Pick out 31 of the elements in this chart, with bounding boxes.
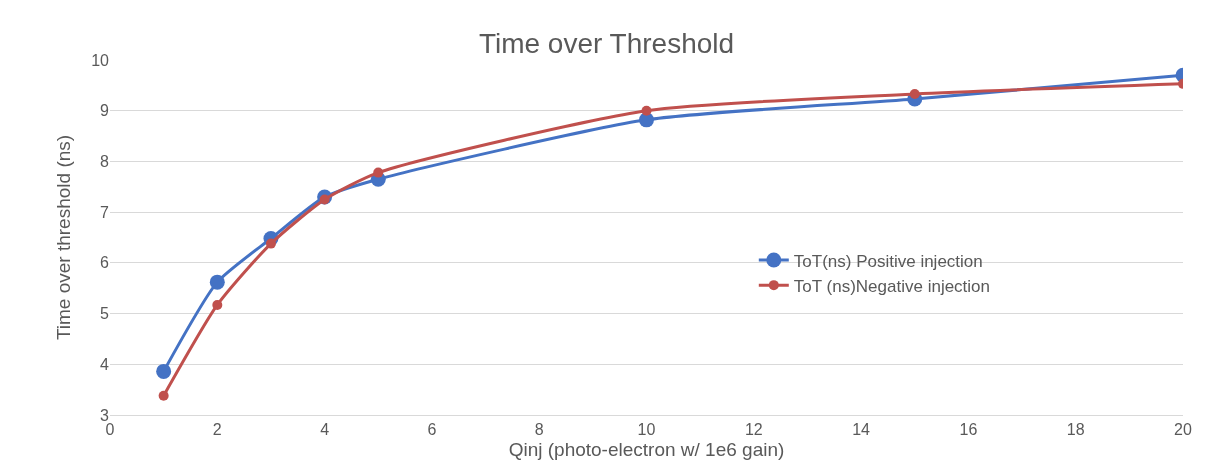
x-tick-label: 0 bbox=[105, 421, 115, 439]
x-tick-label: 20 bbox=[1174, 421, 1192, 439]
y-tick-label: 8 bbox=[100, 153, 110, 171]
x-tick-label: 6 bbox=[427, 421, 437, 439]
y-axis-title: Time over threshold (ns) bbox=[53, 134, 75, 341]
y-tick-label: 9 bbox=[100, 102, 110, 120]
y-tick-label: 5 bbox=[100, 305, 110, 323]
y-tick-label: 4 bbox=[100, 355, 110, 373]
point bbox=[641, 105, 652, 116]
x-axis-title: Qinj (photo-electron w/ 1e6 gain) bbox=[508, 439, 785, 460]
point bbox=[158, 390, 169, 401]
y-tick-label: 10 bbox=[91, 51, 110, 69]
point bbox=[909, 88, 920, 99]
legend-label: ToT (ns)Negative injection bbox=[793, 276, 991, 296]
point bbox=[373, 167, 384, 178]
chart-title: Time over Threshold bbox=[478, 27, 735, 59]
y-tick-label: 6 bbox=[100, 254, 110, 272]
y-tick-label: 3 bbox=[100, 406, 110, 424]
point bbox=[209, 274, 225, 290]
x-tick-label: 16 bbox=[959, 421, 978, 439]
x-tick-label: 4 bbox=[320, 421, 330, 439]
x-tick-label: 12 bbox=[744, 421, 763, 439]
x-tick-label: 2 bbox=[212, 421, 222, 439]
x-tick-label: 8 bbox=[534, 421, 544, 439]
point bbox=[156, 363, 172, 379]
point bbox=[212, 299, 223, 310]
legend-label: ToT(ns) Positive injection bbox=[793, 251, 983, 271]
x-tick-label: 14 bbox=[852, 421, 871, 439]
x-tick-label: 10 bbox=[637, 421, 656, 439]
y-tick-label: 7 bbox=[100, 203, 110, 221]
x-tick-label: 18 bbox=[1066, 421, 1085, 439]
